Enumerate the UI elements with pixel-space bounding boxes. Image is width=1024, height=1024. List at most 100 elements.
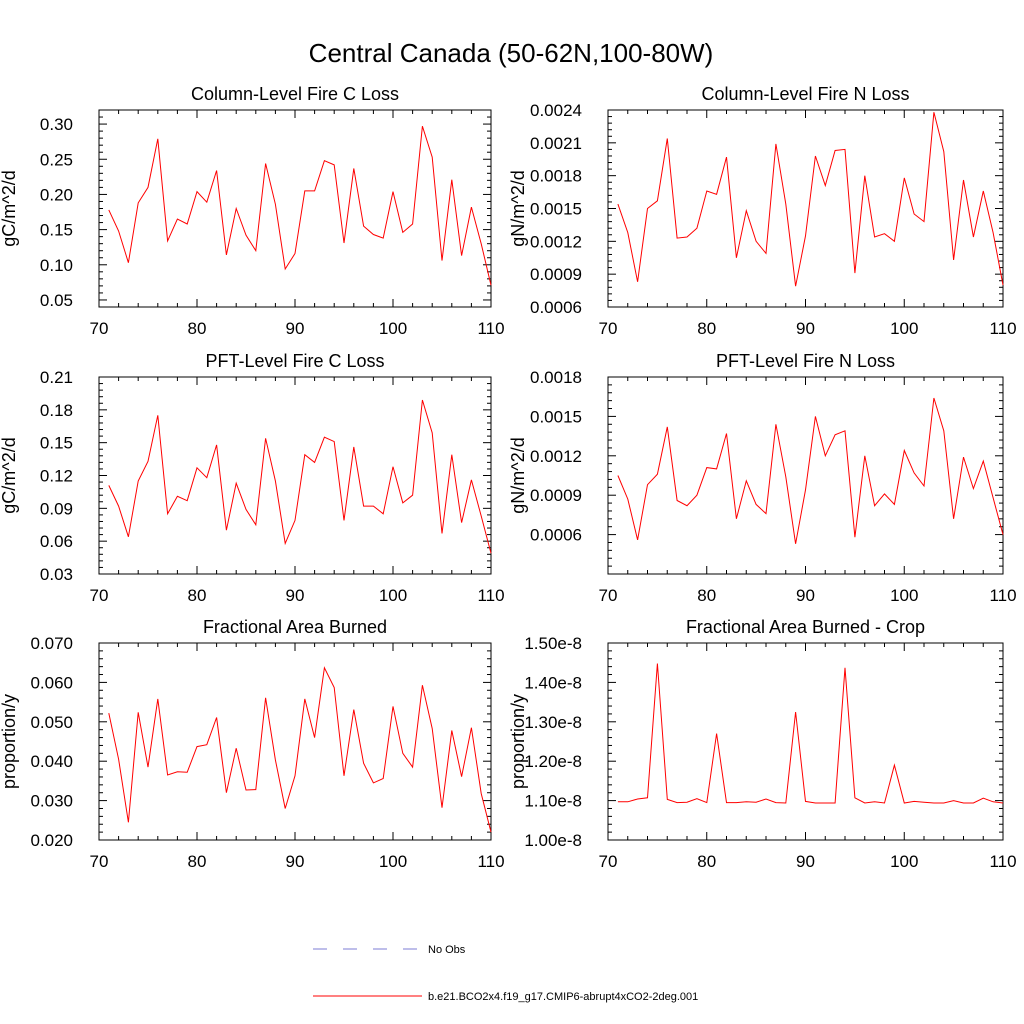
- x-tick-label: 70: [599, 586, 618, 605]
- x-tick-label: 110: [477, 319, 504, 338]
- y-tick-label: 0.0009: [530, 486, 582, 505]
- y-tick-label: 0.040: [30, 752, 73, 771]
- y-tick-label: 0.0006: [530, 298, 582, 317]
- x-tick-label: 80: [697, 586, 716, 605]
- y-tick-label: 0.15: [40, 221, 73, 240]
- y-tick-label: 0.020: [30, 831, 73, 850]
- y-tick-label: 0.12: [40, 467, 73, 486]
- panel-pft-level-fire-n-loss: PFT-Level Fire N Loss 70 80 90 100 110 0.0006 0…: [508, 351, 1017, 605]
- x-tick-label: 110: [989, 852, 1016, 871]
- panel-title: Fractional Area Burned: [203, 617, 387, 637]
- y-axis-label: gN/m^2/d: [508, 437, 528, 513]
- y-tick-label: 1.40e-8: [524, 673, 582, 692]
- x-tick-label: 100: [379, 319, 407, 338]
- series-line-model: [617, 112, 1004, 287]
- y-tick-label: 0.0015: [530, 407, 582, 426]
- x-tick-label: 80: [188, 319, 207, 338]
- x-tick-label: 110: [989, 586, 1016, 605]
- series-line-model: [108, 666, 492, 833]
- y-tick-label: 0.030: [30, 792, 73, 811]
- y-tick-label: 0.15: [40, 434, 73, 453]
- y-tick-label: 0.060: [30, 673, 73, 692]
- y-axis-label: gC/m^2/d: [0, 437, 19, 513]
- legend-label-model: b.e21.BCO2x4.f19_g17.CMIP6-abrupt4xCO2-2…: [428, 991, 698, 1003]
- x-tick-label: 80: [188, 586, 207, 605]
- y-tick-label: 1.00e-8: [524, 831, 582, 850]
- plot-frame: [607, 376, 1004, 575]
- y-tick-label: 0.050: [30, 713, 73, 732]
- plot-frame: [98, 642, 492, 841]
- series-line-model: [617, 663, 1004, 804]
- y-tick-label: 0.0012: [530, 447, 582, 466]
- panel-title: PFT-Level Fire N Loss: [716, 351, 895, 371]
- panel-fractional-area-burned-crop: Fractional Area Burned - Crop 70 80 90 100 11…: [508, 617, 1017, 871]
- panel-column-level-fire-n-loss: Column-Level Fire N Loss 70 80 90 100 110 0.00…: [508, 84, 1017, 338]
- chart-panels: Column-Level Fire C Loss 70 80 90 100 110 0.05…: [0, 84, 1017, 871]
- y-axis-label: gN/m^2/d: [508, 170, 528, 246]
- y-tick-label: 0.10: [40, 256, 73, 275]
- y-axis-label: proportion/y: [508, 694, 528, 789]
- panel-title: PFT-Level Fire C Loss: [205, 351, 384, 371]
- x-tick-label: 90: [796, 852, 815, 871]
- y-tick-label: 0.0018: [530, 368, 582, 387]
- x-tick-label: 90: [286, 319, 305, 338]
- y-tick-label: 0.21: [40, 368, 73, 387]
- x-tick-label: 90: [796, 586, 815, 605]
- y-tick-label: 0.18: [40, 401, 73, 420]
- y-tick-label: 0.30: [40, 115, 73, 134]
- x-tick-label: 70: [599, 319, 618, 338]
- x-tick-label: 90: [286, 852, 305, 871]
- y-tick-label: 0.0009: [530, 265, 582, 284]
- y-tick-label: 1.30e-8: [524, 713, 582, 732]
- x-tick-label: 110: [477, 586, 504, 605]
- plot-frame: [98, 376, 492, 575]
- x-tick-label: 100: [890, 586, 918, 605]
- y-tick-label: 0.06: [40, 532, 73, 551]
- y-tick-label: 0.0018: [530, 167, 582, 186]
- x-tick-label: 100: [379, 852, 407, 871]
- legend-label-no-obs: No Obs: [428, 944, 466, 956]
- y-tick-label: 1.10e-8: [524, 792, 582, 811]
- panel-title: Column-Level Fire C Loss: [191, 84, 399, 104]
- panel-title: Fractional Area Burned - Crop: [686, 617, 925, 637]
- y-tick-label: 0.25: [40, 150, 73, 169]
- figure-title: Central Canada (50-62N,100-80W): [309, 38, 714, 68]
- x-tick-label: 70: [90, 852, 109, 871]
- y-tick-label: 0.070: [30, 634, 73, 653]
- y-tick-label: 0.0024: [530, 101, 582, 120]
- x-tick-label: 90: [286, 586, 305, 605]
- y-tick-label: 0.0006: [530, 526, 582, 545]
- y-tick-label: 0.05: [40, 291, 73, 310]
- panel-fractional-area-burned: Fractional Area Burned 70 80 90 100 110 0.020 0…: [0, 617, 505, 871]
- x-tick-label: 80: [188, 852, 207, 871]
- x-tick-label: 110: [477, 852, 504, 871]
- series-line-model: [108, 126, 492, 286]
- y-tick-label: 0.20: [40, 185, 73, 204]
- y-axis-label: gC/m^2/d: [0, 170, 19, 246]
- series-line-model: [617, 397, 1004, 544]
- y-tick-label: 1.20e-8: [524, 752, 582, 771]
- x-tick-label: 70: [90, 586, 109, 605]
- series-line-model: [108, 399, 492, 554]
- legend: No Obs b.e21.BCO2x4.f19_g17.CMIP6-abrupt…: [313, 944, 698, 1003]
- x-tick-label: 110: [989, 319, 1016, 338]
- x-tick-label: 70: [90, 319, 109, 338]
- panel-title: Column-Level Fire N Loss: [701, 84, 909, 104]
- panel-column-level-fire-c-loss: Column-Level Fire C Loss 70 80 90 100 110 0.05…: [0, 84, 505, 338]
- y-tick-label: 0.0015: [530, 200, 582, 219]
- x-tick-label: 80: [697, 852, 716, 871]
- y-tick-label: 0.0012: [530, 232, 582, 251]
- x-tick-label: 100: [890, 319, 918, 338]
- x-tick-label: 100: [379, 586, 407, 605]
- y-tick-label: 0.0021: [530, 134, 582, 153]
- plot-frame: [607, 642, 1004, 841]
- x-tick-label: 90: [796, 319, 815, 338]
- x-tick-label: 100: [890, 852, 918, 871]
- y-tick-label: 0.09: [40, 499, 73, 518]
- panel-pft-level-fire-c-loss: PFT-Level Fire C Loss 70 80 90 100 110 0.03 0.0…: [0, 351, 505, 605]
- x-tick-label: 80: [697, 319, 716, 338]
- y-axis-label: proportion/y: [0, 694, 19, 789]
- y-tick-label: 1.50e-8: [524, 634, 582, 653]
- x-tick-label: 70: [599, 852, 618, 871]
